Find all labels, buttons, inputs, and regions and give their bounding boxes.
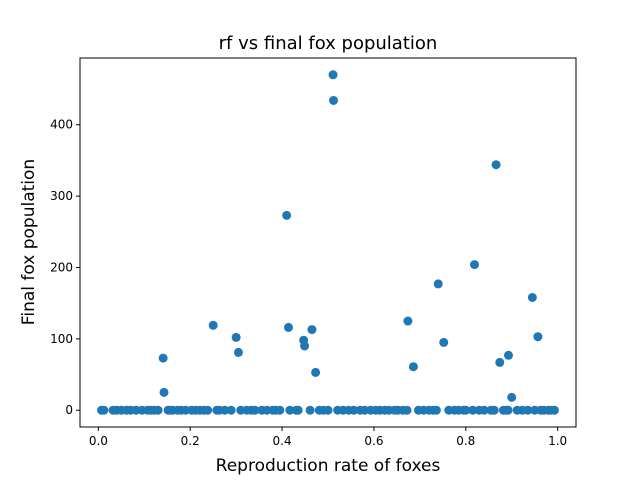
data-point: [158, 353, 168, 363]
data-point: [305, 405, 315, 415]
x-tick-label: 0.2: [181, 434, 200, 448]
chart-title: rf vs final fox population: [219, 33, 438, 54]
x-tick-label: 1.0: [548, 434, 567, 448]
data-point: [307, 325, 317, 335]
data-point: [489, 405, 499, 415]
data-point: [300, 341, 310, 351]
data-point: [523, 405, 533, 415]
data-point: [527, 292, 537, 302]
data-point: [503, 350, 513, 360]
plot-frame: [79, 57, 577, 428]
data-point: [408, 362, 418, 372]
data-point: [293, 405, 303, 415]
data-points: [97, 70, 559, 415]
data-point: [328, 70, 338, 80]
data-point: [282, 210, 292, 220]
data-point: [231, 332, 241, 342]
data-point: [495, 357, 505, 367]
data-point: [402, 405, 412, 415]
data-point: [220, 405, 230, 415]
data-point: [431, 405, 441, 415]
data-point: [461, 405, 471, 415]
data-point: [226, 405, 236, 415]
y-tick-label: 400: [50, 118, 73, 132]
x-tick-label: 0.4: [273, 434, 292, 448]
data-point: [275, 405, 285, 415]
data-point: [433, 279, 443, 289]
data-point: [491, 160, 501, 170]
data-point: [403, 316, 413, 326]
data-point: [284, 322, 293, 332]
y-tick-label: 100: [50, 332, 73, 346]
data-point: [349, 405, 359, 415]
data-point: [250, 405, 260, 415]
y-axis-label: Final fox population: [19, 159, 39, 325]
x-axis-label: Reproduction rate of foxes: [216, 456, 441, 476]
data-point: [285, 405, 295, 415]
data-point: [323, 405, 333, 415]
x-axis-ticks: 0.0 0.2 0.4 0.6 0.8 1.0: [89, 427, 567, 448]
y-tick-label: 200: [50, 260, 73, 274]
data-point: [153, 405, 163, 415]
data-point: [233, 347, 243, 357]
data-point: [311, 367, 321, 377]
data-point: [507, 392, 517, 402]
data-point: [533, 332, 543, 342]
y-tick-label: 0: [65, 403, 73, 417]
data-point: [549, 405, 559, 415]
x-tick-label: 0.6: [364, 434, 383, 448]
data-point: [479, 405, 489, 415]
data-point: [503, 405, 513, 415]
data-point: [159, 387, 169, 397]
x-tick-label: 0.8: [456, 434, 475, 448]
data-point: [329, 95, 339, 105]
data-point: [470, 260, 479, 270]
data-point: [439, 337, 449, 347]
data-point: [208, 320, 218, 330]
y-axis-ticks: 0 100 200 300 400: [50, 118, 80, 417]
data-point: [468, 405, 478, 415]
data-point: [99, 405, 109, 415]
y-tick-label: 300: [50, 189, 73, 203]
x-tick-label: 0.0: [89, 434, 108, 448]
data-point: [203, 405, 213, 415]
